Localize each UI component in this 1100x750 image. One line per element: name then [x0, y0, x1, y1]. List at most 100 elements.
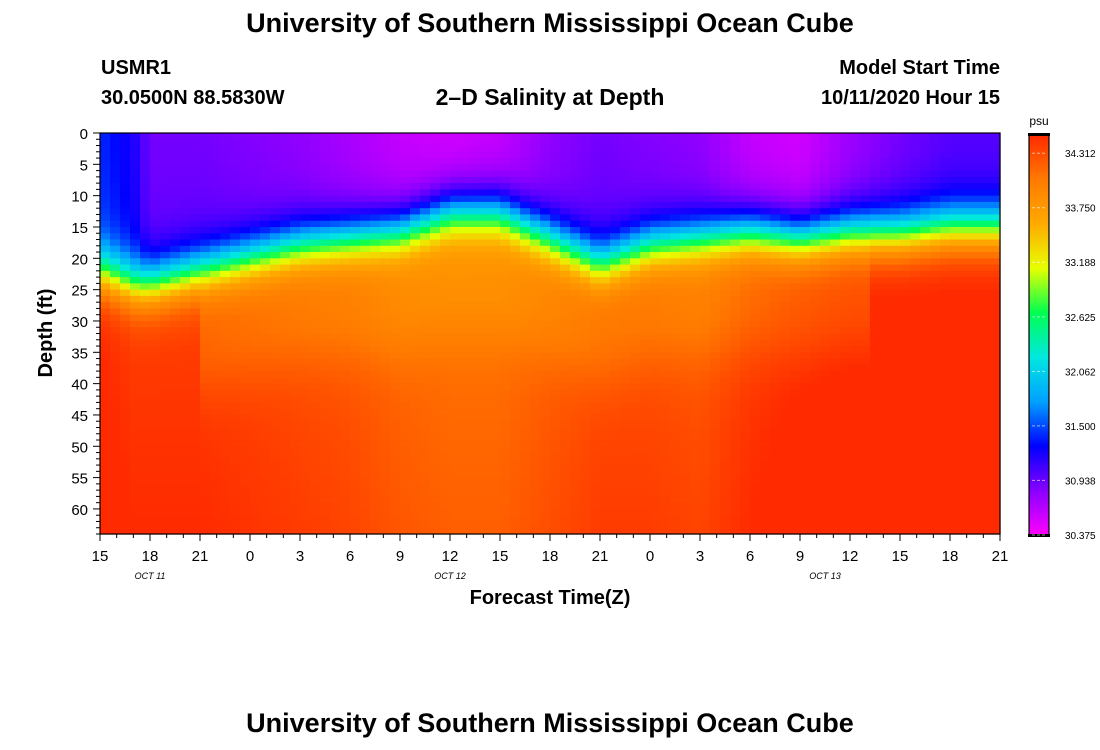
heatmap-cell — [380, 358, 391, 366]
heatmap-cell — [340, 252, 351, 259]
heatmap-cell — [540, 327, 551, 335]
heatmap-cell — [380, 201, 391, 209]
heatmap-cell — [610, 239, 621, 247]
heatmap-cell — [590, 133, 601, 140]
heatmap-cell — [520, 151, 531, 159]
heatmap-cell — [730, 308, 741, 316]
heatmap-cell — [630, 389, 641, 397]
heatmap-cell — [180, 377, 191, 385]
heatmap-cell — [130, 208, 141, 216]
heatmap-cell — [600, 226, 611, 234]
heatmap-cell — [940, 427, 951, 435]
heatmap-cell — [380, 433, 391, 441]
heatmap-cell — [930, 364, 941, 372]
heatmap-cell — [920, 383, 931, 391]
heatmap-cell — [310, 195, 321, 203]
heatmap-cell — [360, 208, 371, 216]
heatmap-cell — [440, 333, 451, 341]
heatmap-cell — [890, 295, 901, 303]
heatmap-cell — [620, 145, 631, 153]
heatmap-cell — [310, 314, 321, 322]
heatmap-cell — [210, 283, 221, 291]
heatmap-cell — [310, 346, 321, 353]
heatmap-cell — [860, 176, 871, 184]
heatmap-cell — [580, 308, 591, 316]
heatmap-cell — [940, 421, 951, 429]
heatmap-cell — [420, 164, 431, 172]
heatmap-cell — [810, 176, 821, 184]
heatmap-cell — [860, 289, 871, 297]
heatmap-cell — [450, 176, 461, 184]
heatmap-cell — [770, 214, 781, 222]
heatmap-cell — [760, 458, 771, 466]
heatmap-cell — [520, 371, 531, 378]
heatmap-cell — [690, 446, 701, 454]
heatmap-cell — [620, 377, 631, 385]
heatmap-cell — [880, 465, 891, 472]
heatmap-cell — [200, 414, 211, 422]
heatmap-cell — [740, 314, 751, 322]
heatmap-cell — [690, 320, 701, 328]
heatmap-cell — [540, 176, 551, 184]
heatmap-cell — [570, 170, 581, 178]
heatmap-cell — [680, 239, 691, 247]
heatmap-cell — [250, 195, 261, 203]
heatmap-cell — [300, 283, 311, 291]
heatmap-cell — [270, 433, 281, 441]
heatmap-cell — [350, 440, 361, 447]
heatmap-cell — [530, 333, 541, 341]
heatmap-cell — [440, 302, 451, 310]
heatmap-cell — [750, 252, 761, 259]
heatmap-cell — [120, 477, 131, 485]
heatmap-cell — [840, 277, 851, 284]
heatmap-cell — [800, 458, 811, 466]
heatmap-cell — [650, 264, 661, 272]
heatmap-cell — [250, 183, 261, 190]
heatmap-cell — [320, 245, 331, 253]
heatmap-cell — [930, 220, 941, 228]
heatmap-cell — [440, 477, 451, 485]
heatmap-cell — [460, 396, 471, 404]
heatmap-cell — [280, 440, 291, 447]
heatmap-cell — [690, 270, 701, 278]
heatmap-cell — [260, 339, 271, 347]
heatmap-cell — [730, 220, 741, 228]
heatmap-cell — [790, 164, 801, 172]
heatmap-cell — [550, 252, 561, 259]
heatmap-cell — [420, 408, 431, 416]
heatmap-cell — [390, 314, 401, 322]
heatmap-cell — [440, 308, 451, 316]
heatmap-cell — [720, 183, 731, 190]
heatmap-cell — [670, 195, 681, 203]
heatmap-cell — [620, 208, 631, 216]
heatmap-cell — [270, 377, 281, 385]
heatmap-cell — [250, 264, 261, 272]
heatmap-cell — [370, 133, 381, 140]
heatmap-cell — [950, 151, 961, 159]
heatmap-cell — [620, 471, 631, 479]
heatmap-cell — [220, 440, 231, 447]
heatmap-cell — [170, 201, 181, 209]
heatmap-cell — [820, 465, 831, 472]
heatmap-cell — [550, 289, 561, 297]
heatmap-cell — [410, 176, 421, 184]
heatmap-cell — [550, 283, 561, 291]
heatmap-cell — [400, 446, 411, 454]
heatmap-cell — [530, 145, 541, 153]
heatmap-cell — [740, 446, 751, 454]
heatmap-cell — [510, 352, 521, 360]
heatmap-cell — [260, 458, 271, 466]
heatmap-cell — [760, 189, 771, 197]
heatmap-cell — [140, 371, 151, 378]
heatmap-cell — [660, 408, 671, 416]
heatmap-cell — [910, 308, 921, 316]
heatmap-cell — [650, 440, 661, 447]
heatmap-cell — [990, 145, 1001, 153]
heatmap-cell — [660, 452, 671, 460]
heatmap-cell — [100, 145, 111, 153]
heatmap-cell — [870, 201, 881, 209]
heatmap-cell — [110, 452, 121, 460]
heatmap-cell — [870, 283, 881, 291]
heatmap-cell — [450, 170, 461, 178]
heatmap-cell — [190, 145, 201, 153]
